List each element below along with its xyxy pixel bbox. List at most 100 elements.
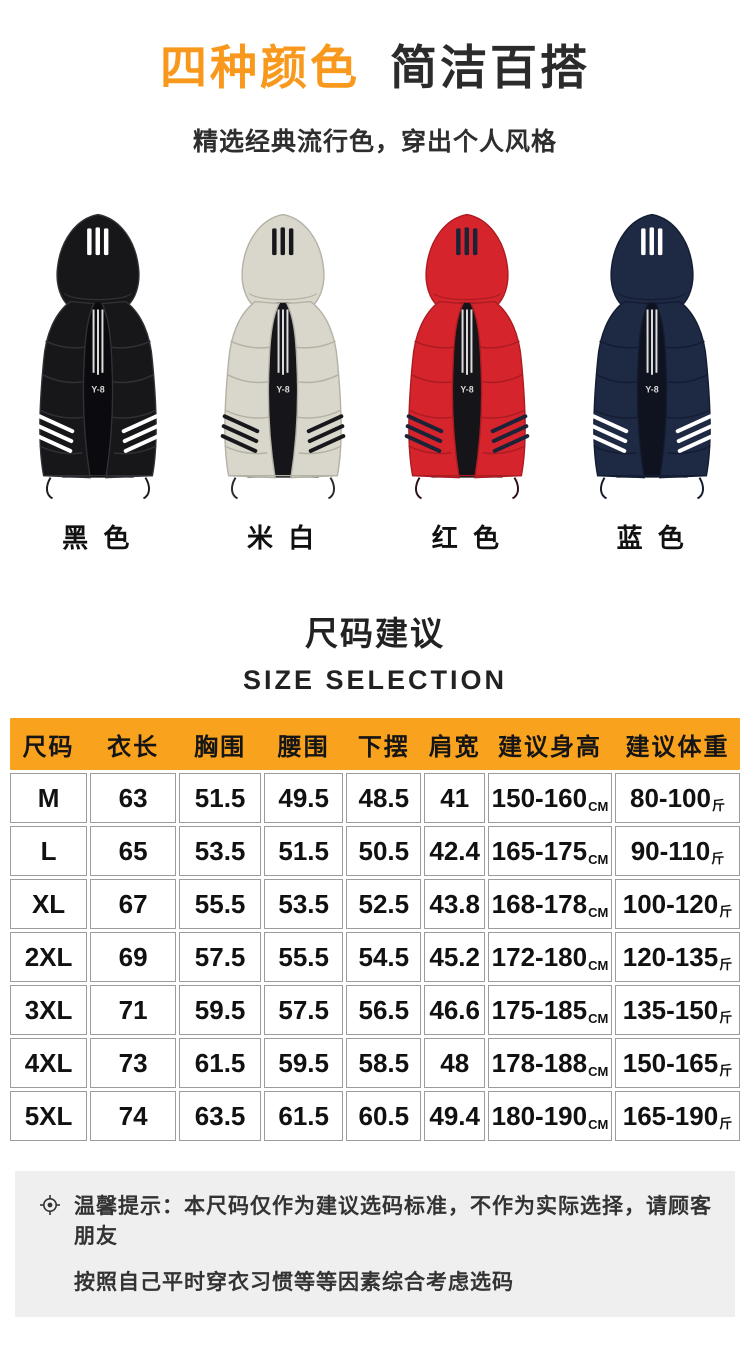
size-section: 尺码建议 SIZE SELECTION 尺码 衣长 胸围 腰围 下摆 肩宽 建议身高 建议体重…: [0, 607, 750, 1142]
table-cell: 53.5: [179, 826, 262, 877]
color-option: Y-8 黑 色: [7, 204, 189, 555]
note-line1: 温馨提示：本尺码仅作为建议选码标准，不作为实际选择，请顾客朋友: [74, 1195, 712, 1249]
svg-text:Y-8: Y-8: [461, 385, 474, 395]
weight-cell: 80-100 斤: [614, 773, 740, 824]
table-cell: 46.6: [424, 985, 485, 1036]
column-header: 尺码: [22, 733, 75, 761]
table-cell: 65: [90, 826, 177, 877]
table-cell: 56.5: [346, 985, 422, 1036]
column-header: 肩宽: [428, 733, 481, 761]
table-cell: 55.5: [179, 879, 262, 930]
table-cell: 49.4: [424, 1091, 485, 1142]
weight-cell: 100-120 斤: [614, 879, 740, 930]
table-cell: 74: [90, 1091, 177, 1142]
table-cell: 2XL: [10, 932, 88, 983]
column-header: 腰围: [277, 733, 330, 761]
table-cell: 73: [90, 1038, 177, 1089]
table-cell: 59.5: [179, 985, 262, 1036]
color-options: Y-8 黑 色: [0, 204, 750, 555]
table-cell: M: [10, 773, 88, 824]
note-box: 温馨提示：本尺码仅作为建议选码标准，不作为实际选择，请顾客朋友 按照自己平时穿衣…: [15, 1171, 735, 1318]
unit-label: 斤: [711, 798, 725, 814]
title-accent: 四种颜色: [160, 41, 360, 94]
unit-label: 斤: [719, 1010, 733, 1026]
column-header: 衣长: [107, 733, 160, 761]
height-cell: 178-188 CM: [487, 1038, 612, 1089]
table-cell: 43.8: [424, 879, 485, 930]
table-row: 5XL 74 63.5 61.5 60.5 49.4 180-190 CM 165-190 斤: [10, 1091, 740, 1142]
table-cell: 48.5: [346, 773, 422, 824]
target-icon: [39, 1194, 61, 1296]
title-rest: 简洁百搭: [390, 41, 590, 94]
weight-cell: 135-150 斤: [614, 985, 740, 1036]
note-text: 温馨提示：本尺码仅作为建议选码标准，不作为实际选择，请顾客朋友 按照自己平时穿衣…: [74, 1190, 715, 1296]
table-row: XL 67 55.5 53.5 52.5 43.8 168-178 CM 100-120 斤: [10, 879, 740, 930]
unit-label: CM: [588, 1011, 609, 1027]
size-title-cn: 尺码建议: [305, 615, 445, 653]
table-cell: 58.5: [346, 1038, 422, 1089]
unit-label: CM: [588, 958, 609, 974]
svg-text:Y-8: Y-8: [276, 385, 289, 395]
table-cell: 61.5: [264, 1091, 344, 1142]
table-cell: XL: [10, 879, 88, 930]
height-cell: 175-185 CM: [487, 985, 612, 1036]
table-cell: 67: [90, 879, 177, 930]
column-header: 胸围: [194, 733, 247, 761]
table-cell: 45.2: [424, 932, 485, 983]
subtitle: 精选经典流行色，穿出个人风格: [192, 128, 557, 157]
table-header-row: 尺码 衣长 胸围 腰围 下摆 肩宽 建议身高 建议体重: [10, 718, 740, 771]
svg-text:Y-8: Y-8: [91, 385, 104, 395]
vest-image: Y-8: [194, 204, 372, 506]
color-option: Y-8 红 色: [376, 204, 558, 555]
table-cell: 57.5: [179, 932, 262, 983]
table-cell: 59.5: [264, 1038, 344, 1089]
table-cell: 60.5: [346, 1091, 422, 1142]
weight-cell: 90-110 斤: [614, 826, 740, 877]
table-cell: 57.5: [264, 985, 344, 1036]
column-header: 下摆: [357, 733, 410, 761]
note-line2: 按照自己平时穿衣习惯等等因素综合考虑选码: [74, 1271, 514, 1295]
table-cell: L: [10, 826, 88, 877]
table-cell: 53.5: [264, 879, 344, 930]
table-cell: 42.4: [424, 826, 485, 877]
size-title-en: SIZE SELECTION: [242, 665, 508, 696]
table-row: 2XL 69 57.5 55.5 54.5 45.2 172-180 CM 120-135 斤: [10, 932, 740, 983]
column-header: 建议体重: [625, 733, 730, 761]
table-row: L 65 53.5 51.5 50.5 42.4 165-175 CM 90-110 斤: [10, 826, 740, 877]
table-row: 4XL 73 61.5 59.5 58.5 48 178-188 CM 150-165 斤: [10, 1038, 740, 1089]
weight-cell: 165-190 斤: [614, 1091, 740, 1142]
vest-image: Y-8: [378, 204, 556, 506]
unit-label: CM: [588, 1117, 609, 1133]
table-cell: 52.5: [346, 879, 422, 930]
column-header: 建议身高: [497, 733, 602, 761]
unit-label: 斤: [719, 904, 733, 920]
height-cell: 172-180 CM: [487, 932, 612, 983]
weight-cell: 120-135 斤: [614, 932, 740, 983]
table-cell: 48: [424, 1038, 485, 1089]
height-cell: 165-175 CM: [487, 826, 612, 877]
table-cell: 50.5: [346, 826, 422, 877]
table-cell: 63: [90, 773, 177, 824]
unit-label: CM: [588, 799, 609, 815]
unit-label: CM: [588, 1064, 609, 1080]
unit-label: CM: [588, 852, 609, 868]
unit-label: 斤: [719, 957, 733, 973]
svg-text:Y-8: Y-8: [646, 385, 659, 395]
unit-label: 斤: [711, 851, 725, 867]
table-cell: 5XL: [10, 1091, 88, 1142]
color-option: Y-8 蓝 色: [561, 204, 743, 555]
table-cell: 69: [90, 932, 177, 983]
color-label: 米 白: [246, 523, 319, 554]
table-cell: 51.5: [264, 826, 344, 877]
unit-label: 斤: [719, 1063, 733, 1079]
table-cell: 54.5: [346, 932, 422, 983]
table-cell: 4XL: [10, 1038, 88, 1089]
height-cell: 150-160 CM: [487, 773, 612, 824]
color-label: 黑 色: [62, 523, 134, 554]
color-label: 红 色: [431, 523, 503, 554]
header: 四种颜色 简洁百搭 精选经典流行色，穿出个人风格: [0, 44, 750, 158]
table-cell: 41: [424, 773, 485, 824]
table-cell: 71: [90, 985, 177, 1036]
vest-image: Y-8: [563, 204, 741, 506]
color-label: 蓝 色: [616, 523, 688, 554]
